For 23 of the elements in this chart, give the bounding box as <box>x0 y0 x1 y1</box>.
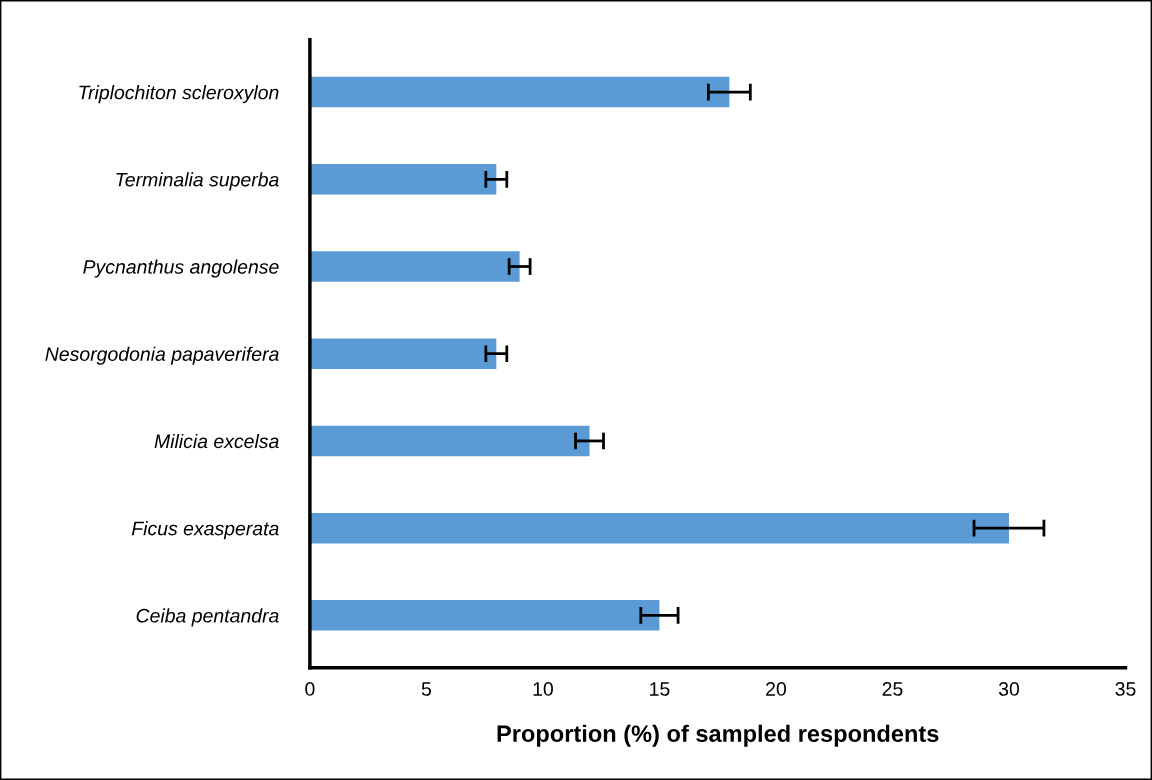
y-tick-label: Ficus exasperata <box>131 521 279 540</box>
y-tick-label: Triplochiton scleroxylon <box>79 85 279 104</box>
y-tick-label: Nesorgodonia papaverifera <box>45 346 279 365</box>
x-tick-label: 30 <box>998 682 1020 696</box>
bar <box>309 76 730 108</box>
y-tick-label: Ceiba pentandra <box>136 608 279 627</box>
x-tick-label: 5 <box>421 682 431 696</box>
y-tick-label: Milicia excelsa <box>154 433 279 449</box>
x-tick-label: 0 <box>305 682 315 696</box>
bar <box>309 425 590 457</box>
bar <box>309 251 520 282</box>
bar <box>309 164 497 195</box>
x-tick-label: 35 <box>1115 682 1136 696</box>
y-tick-label: Pycnanthus angolense <box>83 259 279 278</box>
x-tick-label: 25 <box>882 682 903 696</box>
bar <box>309 338 497 369</box>
x-tick-label: 15 <box>650 682 670 696</box>
y-tick-label: Terminalia superba <box>116 172 279 191</box>
x-tick-label: 20 <box>766 682 787 696</box>
x-tick-label: 10 <box>533 682 553 696</box>
x-axis-title: Proportion (%) of sampled respondents <box>497 724 939 747</box>
bar <box>309 600 660 631</box>
bar <box>309 512 1009 544</box>
